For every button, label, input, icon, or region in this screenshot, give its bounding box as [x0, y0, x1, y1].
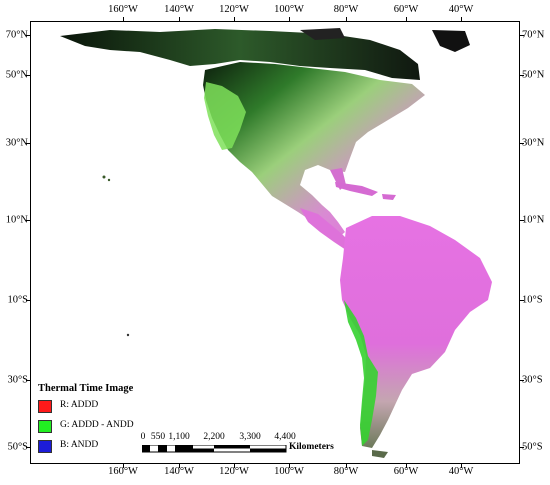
tick-mark	[289, 17, 290, 22]
hispaniola	[382, 194, 396, 200]
tick-mark	[519, 380, 524, 381]
legend-title: Thermal Time Image	[38, 383, 134, 394]
lat-label-left: 50°S	[7, 441, 28, 453]
lon-label-bottom: 40°W	[448, 466, 474, 477]
lat-label-right: 70°N	[522, 29, 545, 41]
tick-mark	[234, 17, 235, 22]
andes-region	[344, 300, 378, 446]
lon-label-bottom: 100°W	[274, 466, 304, 477]
tick-mark	[519, 220, 524, 221]
scale-label: 4,400	[274, 432, 296, 442]
arctic-landmass	[60, 29, 420, 80]
lon-label-top: 60°W	[393, 4, 419, 15]
tick-mark	[346, 17, 347, 22]
tick-mark	[26, 300, 31, 301]
lat-label-right: 10°N	[522, 214, 545, 226]
tick-mark	[123, 463, 124, 468]
lon-label-top: 100°W	[274, 4, 304, 15]
tierra-del-fuego	[372, 450, 388, 458]
lat-label-left: 10°N	[5, 214, 28, 226]
lat-label-right: 30°N	[522, 137, 545, 149]
scale-bar-graphic	[142, 445, 287, 453]
tick-mark	[26, 220, 31, 221]
greenland-fragment	[432, 30, 470, 52]
scale-label: 2,200	[203, 432, 225, 442]
tick-mark	[461, 17, 462, 22]
scale-label: 1,100	[168, 432, 190, 442]
lon-label-top: 80°W	[333, 4, 359, 15]
lat-label-right: 50°N	[522, 69, 545, 81]
lon-label-top: 120°W	[219, 4, 249, 15]
lat-label-right: 50°S	[522, 441, 543, 453]
pacific-coast-region	[204, 82, 246, 150]
tick-mark	[406, 463, 407, 468]
tick-mark	[289, 463, 290, 468]
north-america	[203, 62, 425, 240]
tick-mark	[26, 143, 31, 144]
lon-label-bottom: 60°W	[393, 466, 419, 477]
legend-swatch-blue	[38, 440, 52, 453]
lat-label-left: 30°S	[7, 374, 28, 386]
legend-label: G: ADDD - ANDD	[60, 420, 134, 430]
hawaii-island	[102, 175, 106, 179]
lon-label-bottom: 140°W	[164, 466, 194, 477]
tick-mark	[519, 75, 524, 76]
south-america	[340, 216, 492, 448]
legend-swatch-red	[38, 400, 52, 413]
tick-mark	[519, 35, 524, 36]
lon-label-top: 40°W	[448, 4, 474, 15]
cuba	[335, 182, 378, 196]
lat-label-left: 10°S	[7, 294, 28, 306]
tick-mark	[26, 447, 31, 448]
lon-label-bottom: 160°W	[108, 466, 138, 477]
central-america	[300, 208, 352, 250]
tick-mark	[179, 17, 180, 22]
scale-label: 3,300	[239, 432, 261, 442]
legend-label: R: ADDD	[60, 400, 99, 410]
legend-label: B: ANDD	[60, 440, 99, 450]
tick-mark	[26, 35, 31, 36]
lon-label-top: 160°W	[108, 4, 138, 15]
galapagos-island	[126, 333, 130, 337]
arctic-island	[300, 28, 345, 40]
tick-mark	[519, 300, 524, 301]
tick-mark	[346, 463, 347, 468]
lat-label-right: 10°S	[522, 294, 543, 306]
scale-unit: Kilometers	[289, 442, 334, 452]
tick-mark	[26, 380, 31, 381]
lat-label-left: 50°N	[5, 69, 28, 81]
lon-label-bottom: 120°W	[219, 466, 249, 477]
lon-label-bottom: 80°W	[333, 466, 359, 477]
tick-mark	[26, 75, 31, 76]
tick-mark	[461, 463, 462, 468]
tick-mark	[123, 17, 124, 22]
scale-label: 0	[140, 432, 146, 442]
lat-label-left: 30°N	[5, 137, 28, 149]
lat-label-right: 30°S	[522, 374, 543, 386]
lon-label-top: 140°W	[164, 4, 194, 15]
hawaii-island	[107, 178, 111, 182]
tick-mark	[519, 143, 524, 144]
tick-mark	[519, 447, 524, 448]
scale-label: 550	[150, 432, 166, 442]
tick-mark	[234, 463, 235, 468]
lat-label-left: 70°N	[5, 29, 28, 41]
legend-swatch-green	[38, 420, 52, 433]
tick-mark	[406, 17, 407, 22]
tick-mark	[179, 463, 180, 468]
